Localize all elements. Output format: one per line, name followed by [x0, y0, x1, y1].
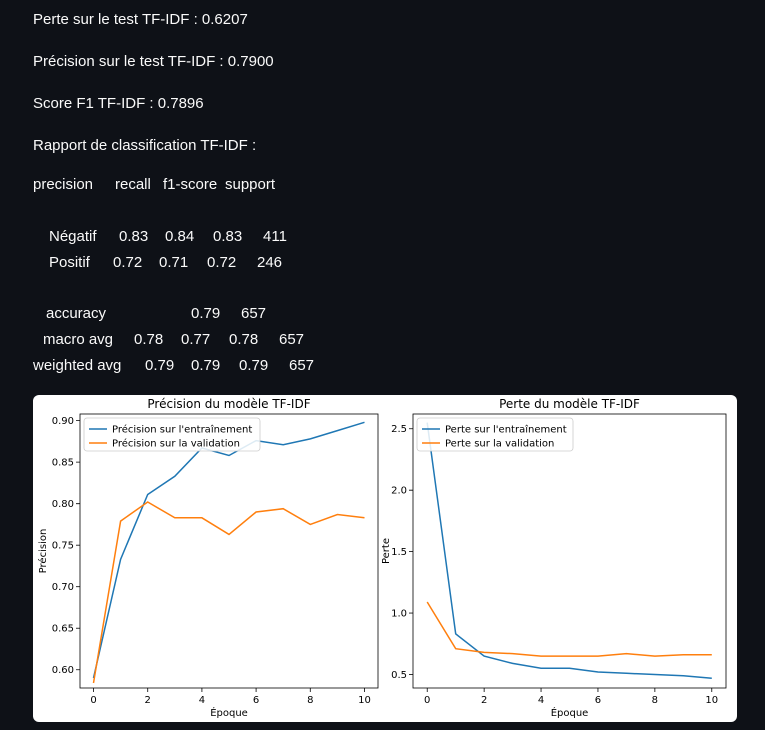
test-accuracy-text: Précision sur le test TF-IDF : 0.7900 — [33, 53, 274, 70]
row-value: 0.84 — [165, 228, 195, 245]
legend-entry: Perte sur la validation — [445, 439, 554, 450]
y-axis-label: Précision — [37, 529, 49, 574]
header-precision: precision — [33, 176, 94, 193]
row-value: 0.77 — [181, 331, 211, 348]
header-support: support — [225, 176, 276, 193]
row-value: 246 — [257, 254, 283, 271]
series-line-2 — [92, 501, 365, 684]
row-value: 0.78 — [134, 331, 164, 348]
header-recall: recall — [115, 176, 151, 193]
report-title: Rapport de classification TF-IDF : — [33, 137, 257, 154]
x-tick-label: 8 — [307, 695, 313, 706]
x-axis-label: Époque — [551, 706, 589, 719]
y-tick-label: 2.0 — [391, 486, 407, 497]
row-value: 0.83 — [119, 228, 149, 245]
chart-title: Précision du modèle TF-IDF — [147, 397, 310, 411]
row-value: 657 — [279, 331, 305, 348]
y-tick-label: 0.85 — [52, 458, 74, 469]
legend-box — [83, 417, 261, 452]
series-line-1 — [92, 421, 365, 679]
axes-frame — [412, 413, 727, 689]
x-tick-label: 8 — [652, 695, 658, 706]
chart-title: Perte du modèle TF-IDF — [499, 397, 640, 411]
row-value: 0.79 — [239, 357, 269, 374]
row-label: Positif — [49, 254, 90, 271]
axes-frame — [79, 413, 379, 689]
y-tick-label: 2.5 — [391, 424, 407, 435]
x-tick-label: 6 — [595, 695, 601, 706]
legend-entry: Perte sur l'entraînement — [445, 424, 567, 436]
y-tick-label: 0.75 — [52, 541, 74, 552]
f1-score-text: Score F1 TF-IDF : 0.7896 — [33, 95, 204, 112]
x-tick-label: 0 — [424, 695, 430, 706]
series-line-1 — [426, 422, 712, 679]
series-line-2 — [426, 601, 712, 657]
row-label: weighted avg — [33, 357, 122, 374]
row-value: 0.79 — [191, 305, 221, 322]
y-tick-label: 0.65 — [52, 624, 74, 635]
row-value: 0.79 — [145, 357, 175, 374]
row-label: macro avg — [43, 331, 114, 348]
row-value: 657 — [289, 357, 315, 374]
header-f1-score: f1-score — [163, 176, 218, 193]
x-tick-label: 6 — [253, 695, 259, 706]
row-value: 657 — [241, 305, 267, 322]
row-value: 0.79 — [191, 357, 221, 374]
y-axis-label: Perte — [381, 538, 392, 564]
chart-2: Perte du modèle TF-IDF 0 2 4 6 8 10 0.5 1.0 1.5 2.… — [381, 397, 727, 719]
x-tick-label: 2 — [481, 695, 487, 706]
y-tick-label: 0.80 — [52, 499, 74, 510]
x-axis-label: Époque — [210, 706, 248, 719]
row-label: accuracy — [46, 305, 107, 322]
training-charts-figure: Précision du modèle TF-IDF 0 2 4 6 8 10 0.60 0.6… — [33, 395, 737, 722]
legend-entry: Précision sur la validation — [112, 438, 240, 450]
chart-1: Précision du modèle TF-IDF 0 2 4 6 8 10 0.60 0.6… — [37, 397, 379, 719]
x-tick-label: 10 — [358, 695, 371, 706]
x-tick-label: 0 — [90, 695, 96, 706]
test-loss-text: Perte sur le test TF-IDF : 0.6207 — [33, 11, 248, 28]
row-value: 0.71 — [159, 254, 189, 271]
x-tick-label: 4 — [538, 695, 544, 706]
row-value: 0.72 — [207, 254, 237, 271]
x-tick-label: 10 — [705, 695, 718, 706]
row-value: 0.72 — [113, 254, 143, 271]
legend: Perte sur l'entraînement Perte sur la val… — [416, 417, 574, 452]
y-tick-label: 0.5 — [391, 670, 407, 681]
y-tick-label: 1.5 — [391, 547, 407, 558]
y-tick-label: 1.0 — [391, 609, 407, 620]
legend-entry: Précision sur l'entraînement — [112, 424, 252, 436]
row-value: 0.78 — [229, 331, 259, 348]
x-tick-label: 4 — [199, 695, 205, 706]
row-value: 0.83 — [213, 228, 243, 245]
charts-svg: Précision du modèle TF-IDF 0 2 4 6 8 10 0.60 0.6… — [37, 397, 727, 719]
y-tick-label: 0.60 — [52, 665, 74, 676]
row-value: 411 — [263, 228, 287, 245]
y-tick-label: 0.90 — [52, 416, 74, 427]
legend: Précision sur l'entraînement Précision su… — [83, 417, 261, 452]
y-tick-label: 0.70 — [52, 582, 74, 593]
x-tick-label: 2 — [145, 695, 151, 706]
legend-box — [416, 417, 574, 452]
row-label: Négatif — [49, 228, 97, 245]
